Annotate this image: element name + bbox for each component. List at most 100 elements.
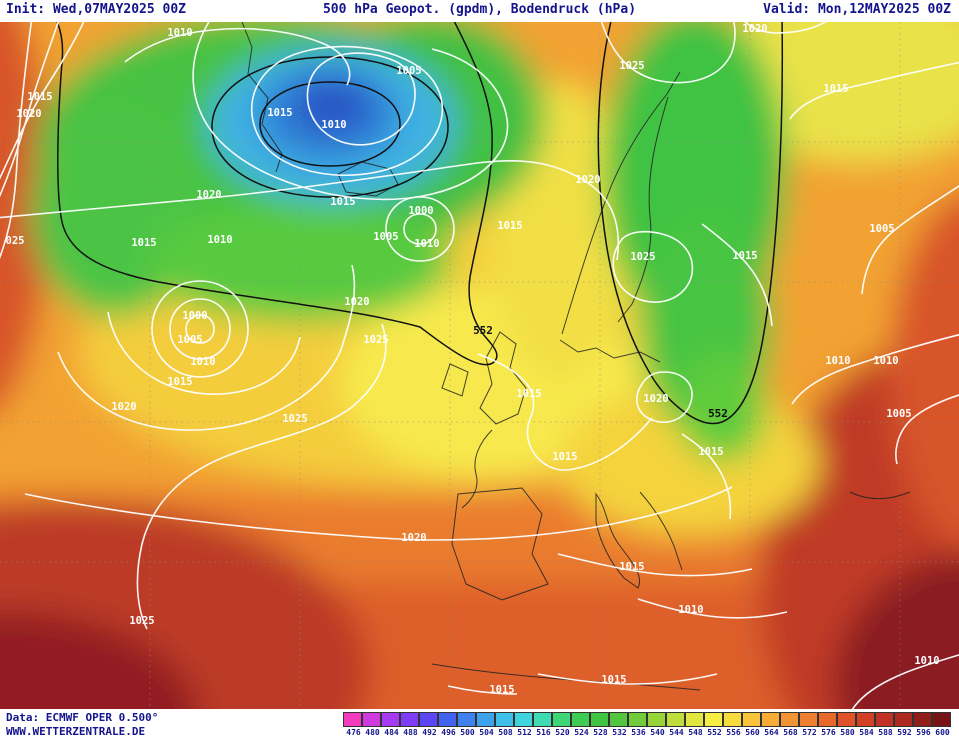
colorbar-cell: 548: [685, 712, 705, 737]
geopotential-color-field: [0, 22, 959, 710]
colorbar-swatch: [419, 712, 438, 727]
isobar-label: 1015: [601, 674, 626, 686]
colorbar-swatch: [894, 712, 913, 727]
colorbar-swatch: [571, 712, 590, 727]
colorbar-value: 480: [365, 728, 380, 737]
isobar-label: 1010: [678, 604, 703, 616]
colorbar-value: 532: [612, 728, 627, 737]
colorbar-swatch: [552, 712, 571, 727]
colorbar-cell: 504: [476, 712, 496, 737]
isobar-label: 1015: [516, 388, 541, 400]
colorbar-swatch: [514, 712, 533, 727]
colorbar-swatch: [647, 712, 666, 727]
colorbar: 476 480 484 488 492 496 500 504 508 512 516 520 524 5…: [343, 712, 952, 737]
colorbar-cell: 496: [438, 712, 458, 737]
colorbar-swatch: [856, 712, 875, 727]
colorbar-value: 564: [764, 728, 779, 737]
colorbar-cell: 592: [894, 712, 914, 737]
colorbar-value: 560: [745, 728, 760, 737]
map-footer: Data: ECMWF OPER 0.500° WWW.WETTERZENTRA…: [0, 709, 959, 741]
colorbar-cell: 552: [704, 712, 724, 737]
isobar-label: 1020: [742, 23, 767, 35]
colorbar-value: 488: [403, 728, 418, 737]
geopotential-labels: 552 552: [473, 324, 728, 420]
isobar-label: 1025: [282, 413, 307, 425]
colorbar-value: 588: [878, 728, 893, 737]
colorbar-swatch: [609, 712, 628, 727]
colorbar-swatch: [495, 712, 514, 727]
data-source-label: Data: ECMWF OPER 0.500°: [6, 711, 159, 724]
isobar-label: 1015: [167, 376, 192, 388]
colorbar-value: 576: [821, 728, 836, 737]
colorbar-cell: 588: [875, 712, 895, 737]
colorbar-cell: 572: [799, 712, 819, 737]
colorbar-swatch: [590, 712, 609, 727]
colorbar-cell: 512: [514, 712, 534, 737]
colorbar-cell: 528: [590, 712, 610, 737]
isobar-label: 1025: [619, 60, 644, 72]
isobar-label: 1015: [131, 237, 156, 249]
colorbar-value: 512: [517, 728, 532, 737]
isobar-label: 1015: [489, 684, 514, 696]
colorbar-cell: 560: [742, 712, 762, 737]
isobar-label: 1015: [732, 250, 757, 262]
isobar-label: 1020: [643, 393, 668, 405]
colorbar-cell: 480: [362, 712, 382, 737]
isobar-label: 1010: [414, 238, 439, 250]
colorbar-swatch: [381, 712, 400, 727]
colorbar-value: 548: [688, 728, 703, 737]
isobar-label: 1015: [330, 196, 355, 208]
colorbar-swatch: [837, 712, 856, 727]
colorbar-swatch: [457, 712, 476, 727]
colorbar-cell: 536: [628, 712, 648, 737]
colorbar-value: 504: [479, 728, 494, 737]
isobar-label: 1020: [401, 532, 426, 544]
colorbar-value: 476: [346, 728, 361, 737]
geopotential-pressure-map: 1015 1020 025 1010 1005 1015 1010 1020 1015 1010 1…: [0, 22, 959, 710]
colorbar-cell: 484: [381, 712, 401, 737]
colorbar-value: 520: [555, 728, 570, 737]
colorbar-value: 496: [441, 728, 456, 737]
colorbar-value: 516: [536, 728, 551, 737]
colorbar-swatch: [343, 712, 362, 727]
colorbar-value: 584: [859, 728, 874, 737]
isobar-label: 1010: [914, 655, 939, 667]
colorbar-value: 484: [384, 728, 399, 737]
isobar-label: 1005: [373, 231, 398, 243]
colorbar-cell: 596: [913, 712, 933, 737]
colorbar-value: 500: [460, 728, 475, 737]
isobar-label: 1020: [575, 174, 600, 186]
colorbar-cell: 488: [400, 712, 420, 737]
valid-time-label: Valid: Mon,12MAY2025 00Z: [763, 2, 951, 17]
colorbar-value: 540: [650, 728, 665, 737]
isobar-label: 1015: [552, 451, 577, 463]
colorbar-value: 556: [726, 728, 741, 737]
colorbar-cell: 520: [552, 712, 572, 737]
colorbar-value: 508: [498, 728, 513, 737]
colorbar-cell: 500: [457, 712, 477, 737]
isobar-label: 1010: [873, 355, 898, 367]
chart-title: 500 hPa Geopot. (gpdm), Bodendruck (hPa): [322, 2, 637, 17]
isobar-label: 1015: [619, 561, 644, 573]
colorbar-swatch: [400, 712, 419, 727]
colorbar-value: 552: [707, 728, 722, 737]
colorbar-swatch: [533, 712, 552, 727]
colorbar-swatch: [476, 712, 495, 727]
colorbar-swatch: [818, 712, 837, 727]
colorbar-value: 572: [802, 728, 817, 737]
colorbar-value: 536: [631, 728, 646, 737]
colorbar-swatch: [932, 712, 951, 727]
isobar-label: 1015: [698, 446, 723, 458]
colorbar-cell: 556: [723, 712, 743, 737]
colorbar-value: 492: [422, 728, 437, 737]
colorbar-swatch: [666, 712, 685, 727]
colorbar-cell: 600: [932, 712, 952, 737]
isobar-label: 1015: [27, 91, 52, 103]
colorbar-cell: 508: [495, 712, 515, 737]
isobar-label: 1000: [408, 205, 433, 217]
colorbar-swatch: [704, 712, 723, 727]
isobar-label: 1020: [16, 108, 41, 120]
colorbar-swatch: [761, 712, 780, 727]
isobar-label: 1005: [886, 408, 911, 420]
geopotential-contours: [56, 22, 784, 425]
